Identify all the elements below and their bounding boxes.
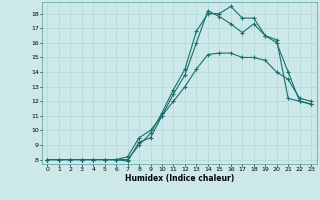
X-axis label: Humidex (Indice chaleur): Humidex (Indice chaleur) [124, 174, 234, 183]
